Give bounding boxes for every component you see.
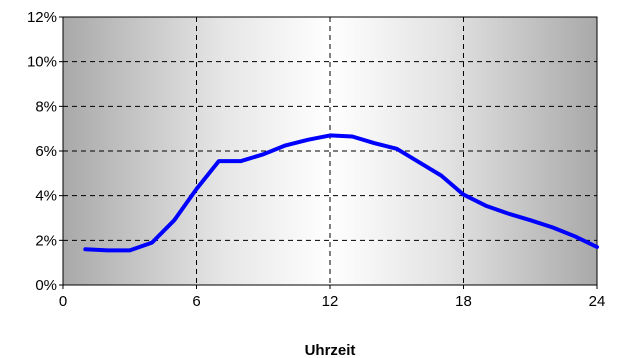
x-axis-title: Uhrzeit [305,342,356,358]
x-tick-label: 6 [192,293,200,310]
y-tick-label: 0% [35,277,57,294]
tick-marks [59,16,598,289]
y-tick-label: 2% [35,232,57,249]
y-tick-label: 6% [35,143,57,160]
series-line [83,133,599,253]
series-group [83,133,599,253]
y-tick-label: 12% [27,9,57,26]
x-tick-label: 18 [455,293,472,310]
y-tick-label: 4% [35,188,57,205]
y-tick-label: 8% [35,98,57,115]
x-tick-label: 24 [589,293,606,310]
y-tick-label: 10% [27,54,57,71]
tick-labels: 0% 2% 4% 6% 8% 10% 12% 0 6 12 18 24 [27,9,605,310]
x-tick-label: 0 [59,293,67,310]
gridlines [63,17,597,285]
x-tick-label: 12 [322,293,339,310]
